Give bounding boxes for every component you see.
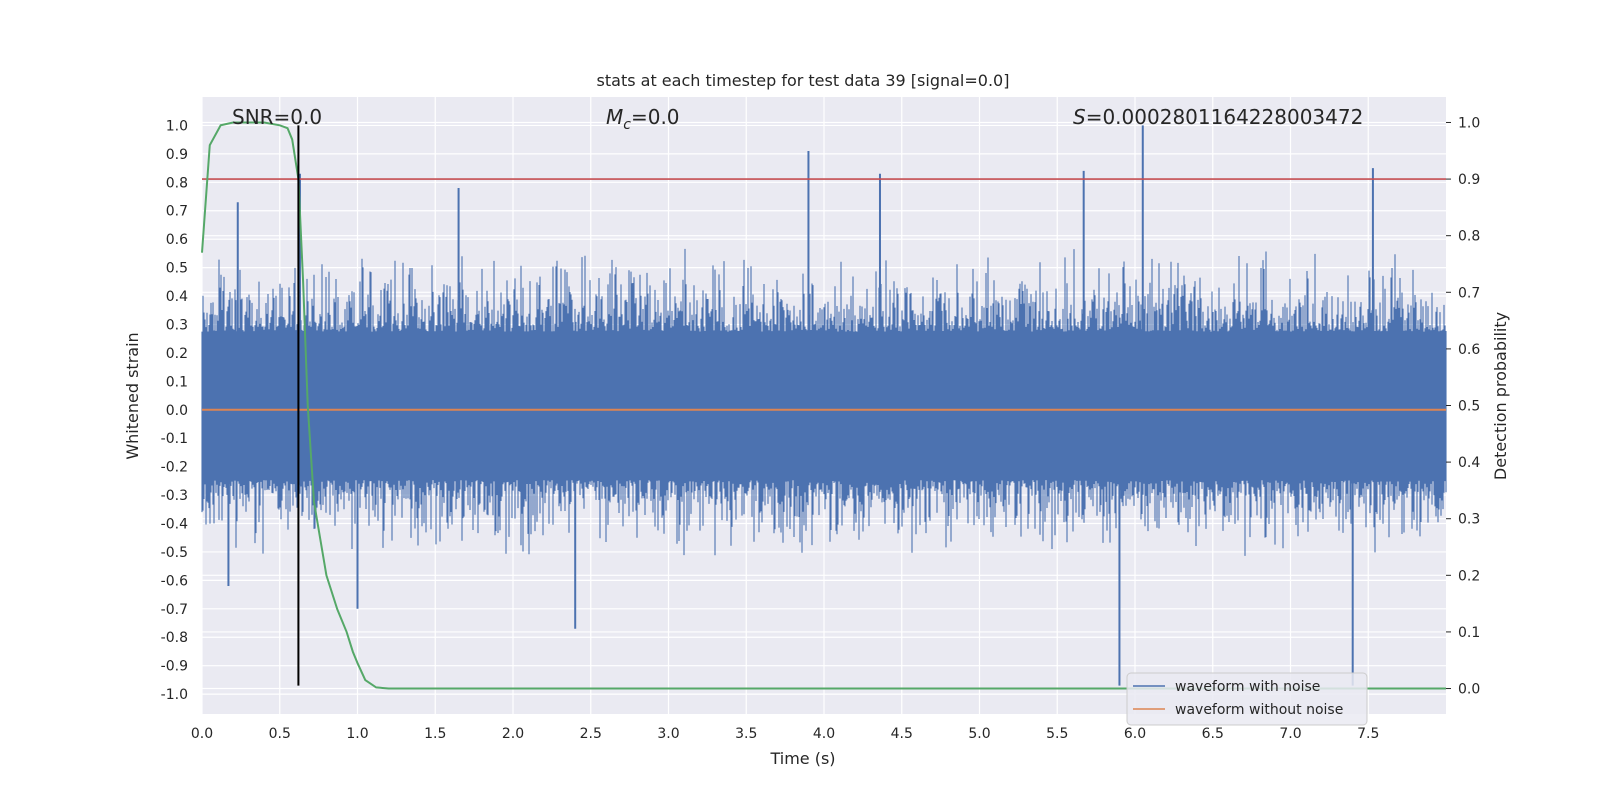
y2-tick-label: 0.8: [1458, 229, 1480, 245]
y-tick-label: 0.0: [166, 403, 188, 419]
y-tick-label: -0.4: [161, 516, 188, 532]
x-tick-label: 4.5: [891, 726, 913, 742]
y-tick-label: 0.1: [166, 374, 188, 390]
x-tick-label: 2.0: [502, 726, 524, 742]
x-tick-label: 3.5: [735, 726, 757, 742]
y2-tick-label: 0.1: [1458, 625, 1480, 641]
x-tick-label: 4.0: [813, 726, 835, 742]
y-tick-label: 0.2: [166, 346, 188, 362]
y2-tick-label: 0.9: [1458, 172, 1480, 188]
x-tick-label: 7.0: [1279, 726, 1301, 742]
y2-tick-label: 0.6: [1458, 342, 1480, 358]
y-tick-label: 0.5: [166, 261, 188, 277]
y2-tick-label: 0.2: [1458, 568, 1480, 584]
y-tick-label: -0.3: [161, 488, 188, 504]
y-tick-label: -0.7: [161, 602, 188, 618]
y2-tick-label: 0.7: [1458, 285, 1480, 301]
y-axis-ticks: 1.0 0.9 0.8 0.7 0.6 0.5 0.4 0.3 0.2 0.1 0.0 -0.1 -0.…: [161, 118, 188, 703]
x-tick-label: 0.0: [191, 726, 213, 742]
y2-tick-label: 0.5: [1458, 399, 1480, 415]
x-tick-label: 6.0: [1124, 726, 1146, 742]
chart-title: stats at each timestep for test data 39 …: [597, 71, 1010, 90]
chirp-mass-annotation: Mc=0.0: [606, 105, 680, 133]
y-tick-label: 0.3: [166, 317, 188, 333]
legend-label-clean: waveform without noise: [1175, 702, 1343, 718]
y2-tick-label: 1.0: [1458, 115, 1480, 131]
x-tick-label: 2.5: [580, 726, 602, 742]
y2-tick-label: 0.4: [1458, 455, 1480, 471]
y-tick-label: -0.1: [161, 431, 188, 447]
snr-annotation: SNR=0.0: [232, 105, 322, 129]
x-tick-label: 3.0: [657, 726, 679, 742]
x-tick-label: 1.0: [346, 726, 368, 742]
y2-axis-ticks: 1.0 0.9 0.8 0.7 0.6 0.5 0.4 0.3 0.2 0.1 0.0: [1446, 115, 1480, 698]
x-tick-label: 5.5: [1046, 726, 1068, 742]
y2-tick-label: 0.0: [1458, 682, 1480, 698]
series-detection-probability: [201, 121, 1446, 690]
series-waveform-with-noise: [201, 125, 1447, 686]
x-tick-label: 6.5: [1202, 726, 1224, 742]
y-axis-label: Whitened strain: [123, 332, 142, 459]
y2-axis-label: Detection probability: [1491, 312, 1510, 480]
legend-box: [1126, 672, 1368, 726]
y-tick-label: -0.9: [161, 659, 188, 675]
y-tick-label: 0.7: [166, 204, 188, 220]
y-tick-label: 1.0: [166, 118, 188, 134]
y-tick-label: -1.0: [161, 687, 188, 703]
y-tick-label: 0.9: [166, 147, 188, 163]
s-annotation: S=0.0002801164228003472: [1073, 105, 1363, 129]
y-tick-label: -0.5: [161, 545, 188, 561]
x-axis-ticks: 0.0 0.5 1.0 1.5 2.0 2.5 3.0 3.5 4.0 4.5 5.0 5.5 6.0 6…: [191, 726, 1380, 742]
y2-tick-label: 0.3: [1458, 512, 1480, 528]
y-tick-label: 0.4: [166, 289, 188, 305]
x-tick-label: 5.0: [968, 726, 990, 742]
legend: waveform with noise waveform without noi…: [1126, 672, 1368, 726]
x-tick-label: 1.5: [424, 726, 446, 742]
y-tick-label: 0.6: [166, 232, 188, 248]
x-axis-label: Time (s): [769, 749, 835, 768]
x-tick-label: 0.5: [269, 726, 291, 742]
y-tick-label: -0.8: [161, 630, 188, 646]
y-tick-label: 0.8: [166, 175, 188, 191]
noise-trace: [201, 248, 1447, 556]
x-tick-label: 7.5: [1357, 726, 1379, 742]
series-lines: [201, 121, 1446, 690]
legend-label-noise: waveform with noise: [1175, 679, 1320, 695]
y-tick-label: -0.2: [161, 460, 188, 476]
y-tick-label: -0.6: [161, 573, 188, 589]
